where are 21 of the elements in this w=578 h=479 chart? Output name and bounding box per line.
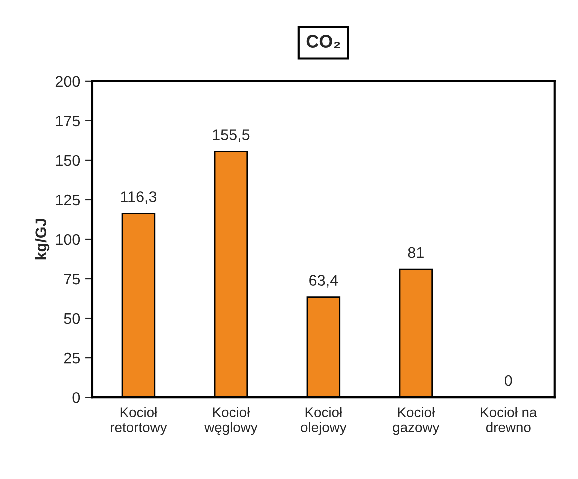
y-tick-label: 100: [56, 234, 80, 246]
x-tick-label: Kocioł węglowy: [204, 407, 258, 436]
x-tick-label: Kocioł gazowy: [393, 407, 440, 436]
y-tick-label: 25: [64, 352, 80, 364]
y-tick-label: 150: [56, 155, 80, 166]
y-tick-label: 200: [56, 76, 80, 88]
y-tick-label: 0: [72, 392, 80, 404]
data-label: 155,5: [213, 130, 250, 142]
y-tick-label: 125: [56, 194, 80, 206]
y-tick-label: 175: [56, 116, 80, 127]
y-tick-label: 75: [64, 274, 80, 285]
x-tick-label: Kocioł olejowy: [301, 407, 347, 436]
y-axis-title: kg/GJ: [35, 219, 50, 260]
x-tick-label: Kocioł retortowy: [111, 407, 168, 436]
data-label: 0: [504, 375, 512, 386]
data-label: 63,4: [310, 275, 338, 288]
data-label: 81: [408, 247, 424, 258]
data-label: 116,3: [121, 192, 157, 204]
x-tick-label: Kocioł na drewno: [481, 407, 538, 432]
chart-title: CO₂: [306, 35, 340, 48]
y-tick-label: 50: [64, 313, 80, 324]
